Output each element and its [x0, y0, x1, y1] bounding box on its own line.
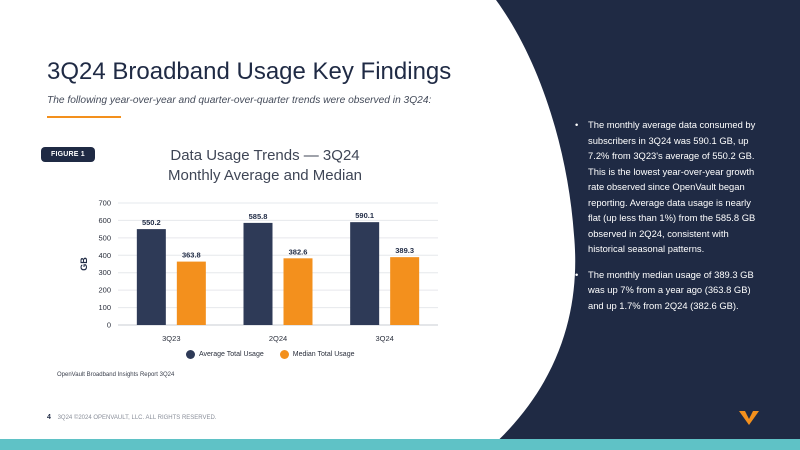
source-note: OpenVault Broadband Insights Report 3Q24	[57, 372, 175, 378]
data-label: 590.1	[355, 211, 374, 220]
x-tick-label: 3Q23	[162, 334, 180, 343]
y-tick-label: 700	[98, 199, 111, 208]
page-subtitle: The following year-over-year and quarter…	[47, 95, 432, 106]
page-title: 3Q24 Broadband Usage Key Findings	[47, 58, 452, 85]
data-label: 585.8	[249, 212, 268, 221]
chart-legend: Average Total Usage Median Total Usage	[186, 350, 370, 359]
legend-item-median: Median Total Usage	[279, 350, 355, 359]
legend-label-median: Median Total Usage	[292, 351, 355, 358]
bar-average	[350, 222, 380, 325]
y-tick-label: 0	[107, 321, 111, 330]
x-tick-label: 2Q24	[269, 334, 287, 343]
legend-label-average: Average Total Usage	[199, 351, 264, 358]
y-tick-label: 200	[98, 286, 111, 295]
figure-badge: FIGURE 1	[41, 147, 95, 162]
copyright-text: 3Q24 ©2024 OPENVAULT, LLC. ALL RIGHTS RE…	[57, 415, 217, 421]
chart-title: Data Usage Trends — 3Q24 Monthly Average…	[130, 146, 400, 186]
y-tick-label: 300	[98, 268, 111, 277]
x-tick-label: 3Q24	[375, 334, 393, 343]
data-label: 363.8	[182, 251, 201, 260]
bottom-accent-bar	[0, 439, 800, 450]
bar-median	[390, 257, 420, 325]
finding-text: The monthly average data consumed by sub…	[588, 119, 756, 254]
y-tick-label: 600	[98, 216, 111, 225]
bar-average	[136, 229, 166, 325]
title-underline	[47, 116, 121, 118]
finding-bullet: • The monthly average data consumed by s…	[575, 117, 760, 257]
bullet-dot: •	[575, 119, 579, 130]
chart-title-line1: Data Usage Trends — 3Q24	[170, 147, 360, 164]
legend-swatch-median	[279, 350, 289, 359]
legend-item-average: Average Total Usage	[186, 350, 264, 359]
finding-bullet: • The monthly median usage of 389.3 GB w…	[575, 267, 760, 314]
bar-median	[283, 258, 313, 325]
finding-text: The monthly median usage of 389.3 GB was…	[588, 268, 754, 311]
data-label: 389.3	[395, 246, 414, 255]
page-number: 4	[47, 414, 51, 421]
openvault-logo-icon	[739, 411, 759, 425]
bar-median	[176, 261, 206, 325]
footer: 4 3Q24 ©2024 OPENVAULT, LLC. ALL RIGHTS …	[47, 414, 217, 421]
data-label: 382.6	[289, 247, 308, 256]
bar-average	[243, 222, 273, 325]
bullet-dot: •	[575, 268, 579, 280]
legend-swatch-average	[186, 350, 195, 359]
y-tick-label: 100	[98, 303, 111, 312]
data-label: 550.2	[142, 218, 161, 227]
y-tick-label: 500	[98, 233, 111, 242]
findings-list: • The monthly average data consumed by s…	[575, 117, 760, 323]
chart-title-line2: Monthly Average and Median	[167, 167, 363, 184]
y-tick-label: 400	[98, 251, 111, 260]
y-axis-label: GB	[79, 257, 89, 271]
